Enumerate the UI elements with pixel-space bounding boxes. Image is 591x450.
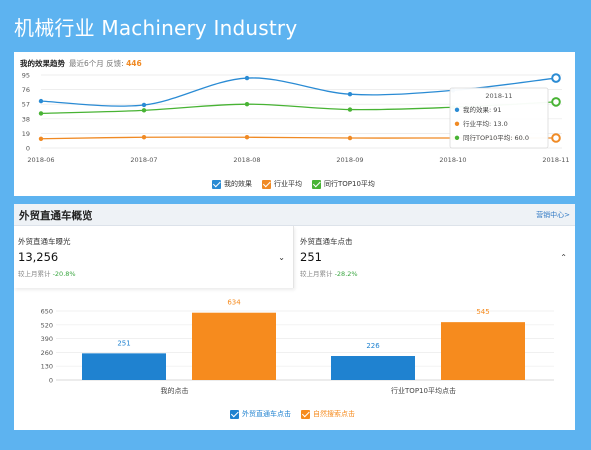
metric-card-clicks[interactable]: 外贸直通车点击 251 ⌃ 较上月累计 -28.2%	[296, 226, 575, 288]
metric-label: 外贸直通车曝光	[18, 237, 71, 246]
metric-compare: 较上月累计 -28.2%	[300, 268, 358, 278]
bar-value-label: 251	[117, 339, 130, 347]
legend-label: 我的效果	[224, 180, 252, 188]
checkbox-icon[interactable]	[212, 179, 221, 189]
data-point	[141, 135, 147, 140]
tooltip-row: 我的效果: 91	[463, 105, 502, 114]
metric-compare: 较上月累计 -20.8%	[18, 268, 76, 278]
y-tick-label: 76	[22, 86, 30, 94]
x-tick-label: 2018-11	[542, 156, 569, 164]
metric-compare-value: -20.8%	[52, 270, 76, 278]
x-tick-label: 2018-08	[233, 156, 260, 164]
clicks-bar-chart[interactable]: 0 130 260 390 520 650 251 634 我的点击 226 545 行业TOP10平…	[14, 204, 575, 430]
data-point	[38, 98, 44, 104]
tooltip-dot	[454, 135, 460, 140]
y-tick-label: 130	[41, 363, 53, 371]
checkbox-icon[interactable]	[262, 179, 271, 189]
trend-title-text: 我的效果趋势	[20, 59, 65, 68]
y-tick-label: 0	[26, 145, 30, 153]
metric-label: 外贸直通车点击	[300, 237, 353, 246]
legend-item[interactable]: 行业平均	[262, 179, 302, 189]
legend-label: 自然搜索点击	[313, 410, 355, 418]
trend-panel: 我的效果趋势 最近6个月 反馈: 446 95 76 57 38 19 0 2018-06 20…	[14, 52, 575, 196]
y-tick-label: 38	[22, 115, 30, 123]
y-tick-label: 19	[22, 130, 30, 138]
data-point	[141, 108, 147, 113]
clicks-legend: 外贸直通车点击 自然搜索点击	[230, 409, 355, 419]
y-tick-label: 650	[41, 308, 53, 316]
chevron-up-icon[interactable]: ⌃	[560, 253, 567, 262]
data-point	[244, 102, 250, 107]
legend-item[interactable]: 同行TOP10平均	[312, 179, 375, 189]
data-point	[141, 102, 147, 108]
data-point	[38, 111, 44, 116]
data-point	[551, 133, 561, 143]
x-tick-label: 2018-07	[130, 156, 157, 164]
bar-value-label: 226	[366, 342, 380, 350]
data-point	[38, 136, 44, 141]
chevron-down-icon[interactable]: ⌄	[278, 253, 285, 262]
x-category-label: 行业TOP10平均点击	[391, 386, 456, 395]
metric-value: 13,256	[18, 250, 59, 264]
data-point	[551, 73, 561, 83]
trend-subtitle: 最近6个月 反馈: 446	[69, 59, 142, 68]
data-point	[347, 92, 353, 97]
tooltip-box	[449, 87, 549, 149]
overview-header: 外贸直通车概览 营销中心>	[14, 204, 575, 226]
y-tick-label: 520	[41, 321, 53, 329]
metric-compare-value: -28.2%	[334, 270, 358, 278]
y-tick-label: 0	[49, 377, 53, 385]
tooltip-dot	[454, 107, 460, 112]
metric-compare-label: 较上月累计	[18, 270, 51, 278]
x-tick-label: 2018-06	[27, 156, 54, 164]
data-point	[347, 135, 353, 141]
bar-value-label: 634	[227, 299, 241, 307]
checkbox-icon[interactable]	[230, 409, 239, 419]
checkbox-icon[interactable]	[312, 179, 321, 189]
metric-card-exposure[interactable]: 外贸直通车曝光 13,256 ⌄ 较上月累计 -20.8%	[14, 226, 294, 288]
marketing-center-link[interactable]: 营销中心>	[536, 211, 570, 219]
trend-subtitle-text: 最近6个月 反馈:	[69, 59, 124, 68]
data-point	[244, 75, 250, 81]
metric-value: 251	[300, 250, 322, 264]
trend-line-chart[interactable]: 95 76 57 38 19 0 2018-06 2018-07 2018-08 2018-09 2…	[14, 52, 575, 196]
x-category-label: 我的点击	[161, 386, 189, 395]
bar	[441, 322, 525, 380]
x-tick-label: 2018-10	[439, 156, 466, 164]
tooltip-row: 行业平均: 13.0	[463, 119, 508, 128]
page-title: 机械行业 Machinery Industry	[14, 16, 298, 40]
legend-item[interactable]: 外贸直通车点击	[230, 409, 291, 419]
legend-item[interactable]: 我的效果	[212, 179, 252, 189]
data-point	[551, 97, 561, 107]
overview-title: 外贸直通车概览	[19, 210, 93, 222]
legend-item[interactable]: 自然搜索点击	[301, 409, 355, 419]
trend-title: 我的效果趋势 最近6个月 反馈: 446	[20, 58, 142, 69]
data-point	[244, 135, 250, 140]
y-tick-label: 57	[22, 101, 30, 109]
bar	[331, 356, 415, 380]
tooltip-row: 同行TOP10平均: 60.0	[463, 133, 529, 142]
legend-label: 同行TOP10平均	[324, 180, 375, 188]
bar	[82, 353, 166, 380]
tooltip-date: 2018-11	[485, 92, 512, 100]
trend-legend: 我的效果 行业平均 同行TOP10平均	[212, 179, 375, 189]
overview-panel: 外贸直通车概览 营销中心> 外贸直通车曝光 13,256 ⌄ 较上月累计 -20…	[14, 204, 575, 430]
y-tick-label: 260	[41, 349, 53, 357]
tooltip-dot	[454, 121, 460, 127]
checkbox-icon[interactable]	[301, 409, 310, 419]
x-tick-label: 2018-09	[336, 156, 363, 164]
legend-label: 外贸直通车点击	[242, 410, 291, 418]
legend-label: 行业平均	[274, 180, 302, 188]
metric-compare-label: 较上月累计	[300, 270, 333, 278]
feedback-count: 446	[126, 59, 142, 68]
y-tick-label: 95	[22, 72, 30, 80]
bar-value-label: 545	[476, 308, 489, 316]
y-tick-label: 390	[41, 335, 53, 343]
bar	[192, 312, 276, 380]
data-point	[347, 107, 353, 112]
